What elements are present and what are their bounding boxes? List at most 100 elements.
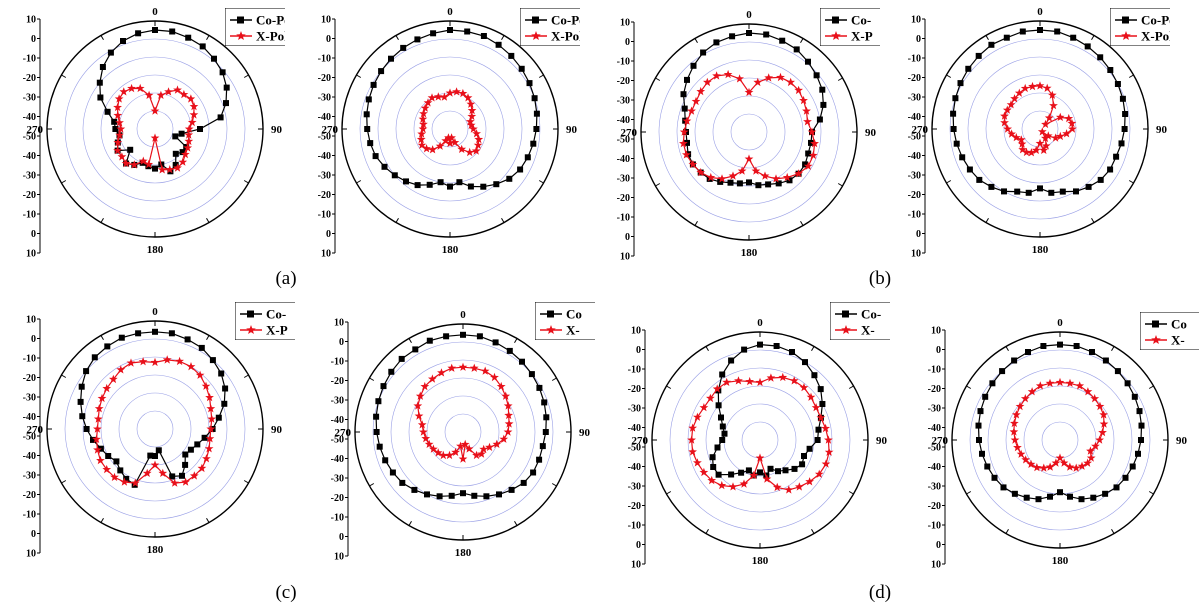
radial-tick-label: -10 [331, 357, 344, 368]
co-pol-marker [536, 456, 543, 463]
angle-tick [61, 374, 67, 378]
angle-tick [966, 491, 972, 495]
angle-label: 90 [1156, 124, 1168, 136]
x-pol-marker [467, 111, 477, 121]
co-pol-marker [1067, 493, 1073, 500]
x-pol-marker [456, 441, 465, 450]
grid-ring [1041, 421, 1079, 459]
co-pol-marker [448, 492, 455, 499]
x-pol-marker [1047, 90, 1057, 99]
x-pol-marker [92, 434, 101, 443]
angle-label: 0 [460, 309, 466, 321]
x-pol-marker [814, 469, 824, 478]
x-pol-marker [1067, 118, 1077, 128]
angle-label: 90 [876, 435, 888, 447]
x-pol-marker [94, 404, 104, 413]
polar-chart-5: 10 0 -10 -20 -30 -40 -50 -40 -30 -20 -10 0 10 0 90 180 2… [23, 302, 295, 560]
angle-tick [206, 517, 210, 523]
x-pol-marker [1055, 112, 1065, 121]
angle-tick [501, 217, 505, 223]
x-pol-marker [799, 95, 808, 105]
co-pol-marker [1073, 343, 1080, 349]
x-pol-marker [175, 356, 184, 366]
x-pol-marker [1051, 458, 1061, 467]
x-pol-marker [479, 444, 489, 454]
grid-ring [136, 410, 174, 448]
co-pol-marker [467, 183, 474, 190]
co-pol-marker [1129, 463, 1136, 470]
co-pol-marker [520, 479, 527, 486]
legend-box [520, 8, 580, 46]
grid-ring [372, 341, 554, 523]
angle-label: 90 [271, 424, 283, 436]
x-pol-marker [116, 365, 126, 374]
x-pol-marker [794, 169, 803, 178]
angle-tick [206, 335, 210, 341]
co-pol-marker [197, 126, 203, 132]
grid-ring [82, 356, 228, 502]
x-pol-marker [181, 149, 190, 159]
x-pol-marker [706, 393, 715, 403]
angle-tick [356, 180, 362, 184]
x-pol-marker [206, 404, 216, 413]
x-pol-marker [205, 392, 214, 402]
grid-ring [723, 403, 797, 477]
legend-label: X-Pol [551, 29, 583, 44]
co-pol-marker [1089, 349, 1095, 355]
co-pol-marker [801, 453, 807, 459]
x-pol-marker [420, 381, 430, 391]
angle-tick [408, 338, 412, 344]
polar-frame [354, 323, 572, 541]
co-pol-marker [775, 180, 782, 187]
radial-tick-label: 0 [31, 34, 36, 45]
polar-frame [951, 331, 1169, 549]
co-pol-marker [412, 346, 419, 353]
x-pol-marker [142, 468, 152, 477]
x-pol-marker [1099, 419, 1109, 428]
x-pol-marker [423, 98, 433, 107]
co-pol-marker [1019, 28, 1026, 35]
co-pol-marker [805, 150, 812, 157]
angle-tick [514, 338, 518, 344]
legend-label: Co-Po [256, 13, 291, 28]
radial-tick-label: 10 [911, 249, 921, 260]
co-pol-marker [721, 430, 728, 437]
angle-tick [1111, 528, 1115, 534]
x-pol-marker [472, 450, 481, 460]
x-pol-marker [469, 363, 479, 372]
co-pol-marker [376, 443, 383, 450]
radial-tick-label: -10 [628, 521, 641, 532]
co-pol-marker [1047, 493, 1053, 500]
co-pol-marker [179, 472, 185, 479]
x-pol-marker [1064, 113, 1074, 123]
x-pol-marker [1031, 145, 1041, 154]
x-pol-marker [474, 134, 484, 144]
co-pol-marker [681, 105, 688, 112]
x-pol-marker [1035, 81, 1045, 90]
co-pol-marker [152, 453, 158, 459]
angle-tick [837, 183, 843, 187]
x-pol-marker [1000, 111, 1009, 120]
co-pol-marker [372, 153, 379, 160]
x-pol-marker [1039, 463, 1049, 472]
radial-tick-label: 0 [339, 337, 344, 348]
co-pol-marker [819, 401, 826, 407]
legend-marker-star [831, 31, 841, 40]
x-pol-marker [808, 150, 818, 160]
radial-tick-label: -30 [628, 482, 641, 493]
co-pol-marker [811, 372, 818, 379]
x-pol-marker [433, 448, 443, 457]
co-pol-marker [817, 386, 824, 393]
legend-label: Co [566, 307, 582, 322]
x-pol-marker [458, 88, 468, 98]
co-pol-marker [447, 183, 453, 190]
co-pol-marker [168, 330, 175, 337]
radial-tick-label: -40 [23, 451, 36, 462]
co-pol-marker [799, 461, 806, 468]
x-pol-marker [414, 411, 424, 420]
angle-tick [243, 180, 249, 184]
co-pol-marker [77, 398, 84, 405]
x-pol-marker [173, 85, 182, 94]
angle-label: 90 [566, 124, 578, 136]
co-pol-marker [506, 175, 513, 182]
